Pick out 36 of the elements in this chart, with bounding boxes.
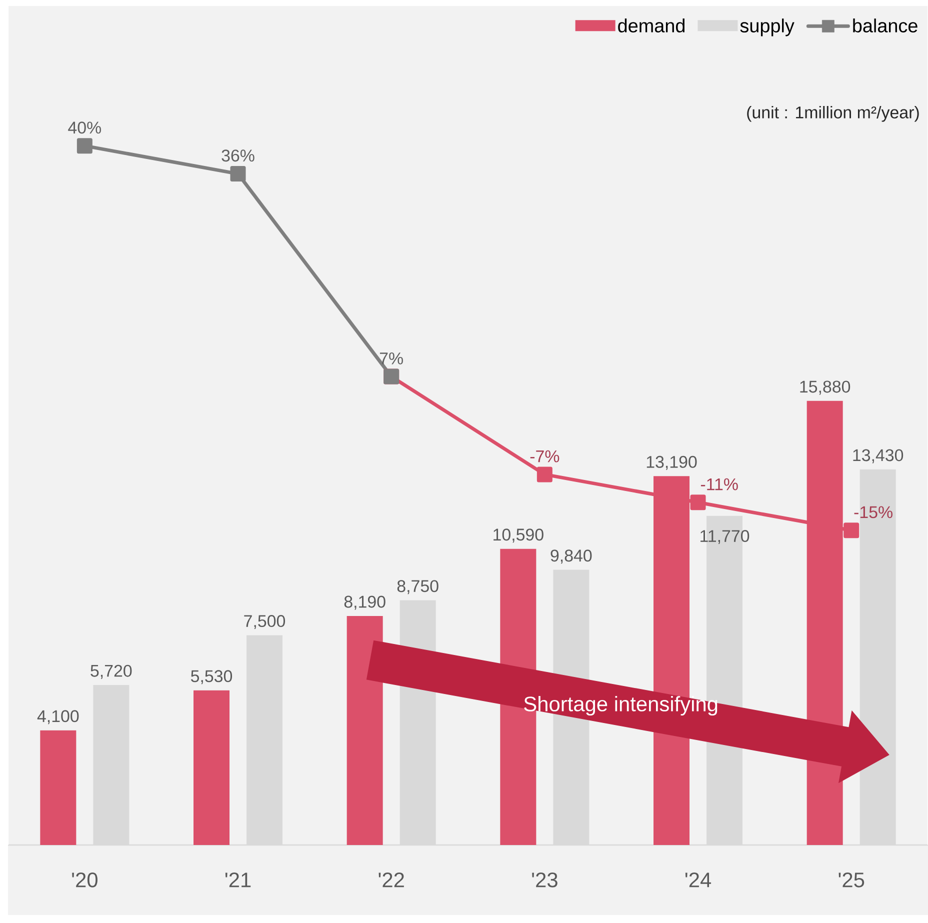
data-label: 40% [68, 122, 102, 134]
data-label: 7,500 [244, 615, 286, 630]
data-label: 4,100 [37, 710, 79, 724]
point [230, 166, 246, 182]
data-label: 15,880 [800, 380, 850, 395]
data-label: 11,770 [700, 530, 750, 544]
legend-label: demand [618, 18, 684, 32]
data-label: 13,430 [853, 449, 904, 464]
point [844, 522, 860, 538]
data-label: 5,530 [190, 670, 232, 684]
point [536, 466, 552, 482]
data-label: 5,720 [90, 664, 132, 679]
data-label: -7% [530, 450, 560, 462]
data-label: 9,840 [550, 550, 592, 564]
data-label: 8,190 [344, 596, 386, 610]
x-tick-label: '22 [378, 872, 404, 888]
bar [346, 616, 383, 845]
data-label: -11% [700, 478, 738, 490]
annotation: (unit : 1million m²/year) [747, 106, 919, 122]
data-label: 13,190 [646, 456, 697, 470]
data-label: 7% [380, 352, 403, 364]
data-label: -15% [854, 506, 892, 518]
point [690, 494, 706, 510]
data-label: 10,590 [494, 528, 544, 543]
bar [40, 730, 76, 845]
legend-label: balance [853, 18, 918, 32]
data-label: 36% [222, 150, 254, 162]
x-tick-label: '21 [225, 872, 251, 888]
legend-label: supply [740, 18, 794, 36]
data-label: 8,750 [397, 580, 438, 594]
x-tick-label: '20 [72, 872, 98, 888]
bar [194, 690, 230, 845]
point [76, 138, 92, 154]
x-tick-label: '24 [685, 872, 712, 888]
x-tick-label: '25 [838, 872, 864, 888]
x-tick-label: '23 [532, 872, 558, 888]
